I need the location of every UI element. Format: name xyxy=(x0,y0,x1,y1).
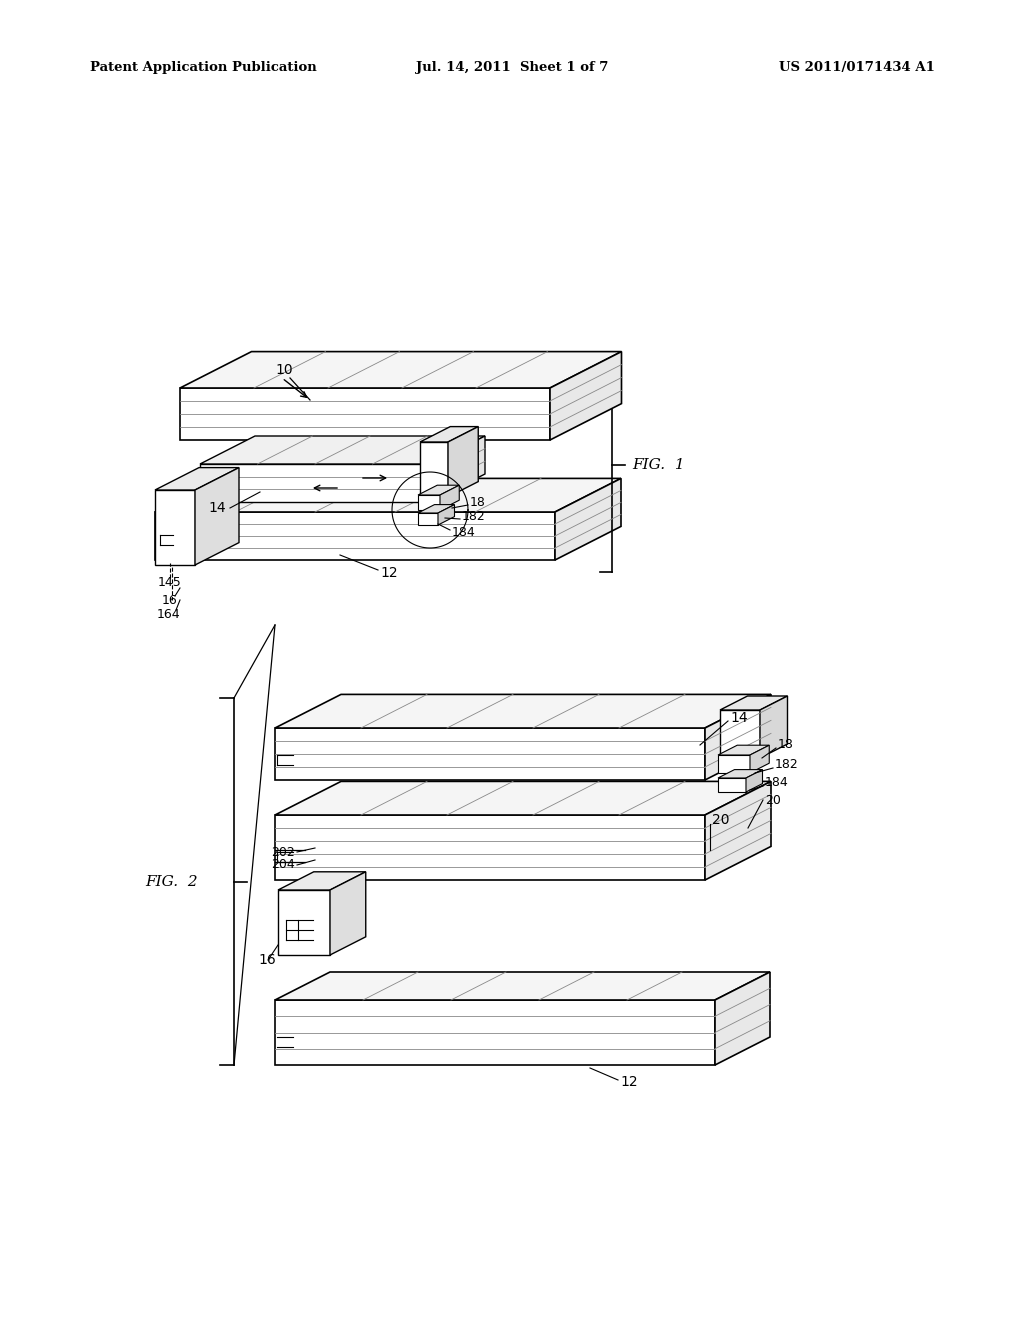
Polygon shape xyxy=(278,871,366,890)
Text: 12: 12 xyxy=(380,566,397,579)
Text: 182: 182 xyxy=(462,510,485,523)
Polygon shape xyxy=(760,696,787,758)
Polygon shape xyxy=(718,770,763,777)
Text: 18: 18 xyxy=(778,738,794,751)
Polygon shape xyxy=(275,972,770,1001)
Polygon shape xyxy=(715,972,770,1065)
Polygon shape xyxy=(438,504,455,525)
Polygon shape xyxy=(180,351,622,388)
Text: 20: 20 xyxy=(712,813,729,828)
Polygon shape xyxy=(418,513,438,525)
Text: 184: 184 xyxy=(452,525,476,539)
Text: 12: 12 xyxy=(620,1074,638,1089)
Polygon shape xyxy=(330,871,366,954)
Text: 164: 164 xyxy=(157,609,180,622)
Polygon shape xyxy=(418,486,459,495)
Text: 20: 20 xyxy=(765,793,781,807)
Text: 14: 14 xyxy=(730,711,748,725)
Text: 204: 204 xyxy=(271,858,295,871)
Polygon shape xyxy=(275,694,771,729)
Text: Patent Application Publication: Patent Application Publication xyxy=(90,62,316,74)
Polygon shape xyxy=(720,710,760,758)
Polygon shape xyxy=(418,495,440,510)
Polygon shape xyxy=(200,465,430,502)
Polygon shape xyxy=(555,478,621,560)
Text: FIG.  1: FIG. 1 xyxy=(632,458,685,473)
Polygon shape xyxy=(746,770,763,792)
Polygon shape xyxy=(180,388,550,440)
Polygon shape xyxy=(440,486,459,510)
Polygon shape xyxy=(275,729,705,780)
Polygon shape xyxy=(275,814,705,880)
Polygon shape xyxy=(705,694,771,780)
Text: 16: 16 xyxy=(258,953,275,968)
Polygon shape xyxy=(718,755,750,774)
Text: US 2011/0171434 A1: US 2011/0171434 A1 xyxy=(779,62,935,74)
Polygon shape xyxy=(275,781,771,814)
Text: 10: 10 xyxy=(275,363,293,378)
Polygon shape xyxy=(430,436,485,502)
Polygon shape xyxy=(275,1001,715,1065)
Polygon shape xyxy=(718,746,769,755)
Text: 145: 145 xyxy=(158,576,181,589)
Polygon shape xyxy=(705,781,771,880)
Polygon shape xyxy=(155,512,555,560)
Polygon shape xyxy=(750,746,769,774)
Text: 18: 18 xyxy=(470,495,485,508)
Polygon shape xyxy=(155,490,195,565)
Polygon shape xyxy=(155,467,239,490)
Polygon shape xyxy=(200,436,485,465)
Text: FIG.  2: FIG. 2 xyxy=(145,874,198,888)
Polygon shape xyxy=(718,777,746,792)
Text: 16: 16 xyxy=(162,594,178,606)
Text: 14: 14 xyxy=(208,502,225,515)
Polygon shape xyxy=(550,351,622,440)
Polygon shape xyxy=(155,478,621,512)
Text: 184: 184 xyxy=(765,776,788,789)
Polygon shape xyxy=(420,426,478,442)
Polygon shape xyxy=(720,696,787,710)
Text: 202: 202 xyxy=(271,846,295,858)
Polygon shape xyxy=(449,426,478,498)
Polygon shape xyxy=(278,890,330,954)
Text: Jul. 14, 2011  Sheet 1 of 7: Jul. 14, 2011 Sheet 1 of 7 xyxy=(416,62,608,74)
Polygon shape xyxy=(420,442,449,498)
Polygon shape xyxy=(418,504,455,513)
Polygon shape xyxy=(195,467,239,565)
Text: 182: 182 xyxy=(775,758,799,771)
